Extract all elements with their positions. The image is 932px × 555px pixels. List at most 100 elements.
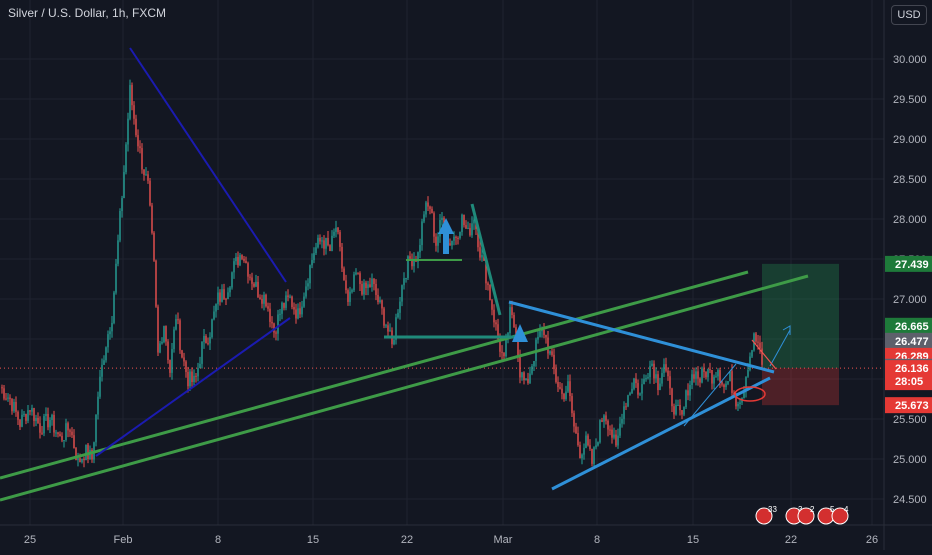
candle-body [265,294,267,307]
candle-body [745,376,747,392]
candle-body [319,237,321,242]
candle-body [709,369,711,371]
candle-body [683,407,685,415]
candle-body [325,237,327,249]
candle-body [591,448,593,464]
flag-icon[interactable] [797,507,815,525]
candle-body [375,284,377,295]
candle-body [171,349,173,373]
candle-body [333,231,335,236]
thin-projection-line [683,363,737,427]
candle-body [303,296,305,307]
candle-body [59,434,61,436]
candle-body [353,274,355,291]
x-tick-label: 8 [215,534,221,546]
candle-body [193,375,195,383]
candle-body [263,294,265,304]
candle-body [161,342,163,344]
candle-body [705,371,707,378]
candle-body [681,410,683,415]
candle-body [517,338,519,357]
candle-body [321,240,323,242]
candle-body [749,356,751,371]
candle-body [639,393,641,395]
candle-body [19,419,21,427]
candle-body [615,434,617,446]
candle-body [267,306,269,309]
candle-body [317,237,319,248]
candle-body [547,337,549,354]
candle-body [435,236,437,246]
event-badge-count: 3 [798,505,803,514]
candle-body [273,323,275,333]
x-tick-label: 8 [594,534,600,546]
candle-body [11,398,13,412]
candle-body [1,387,3,389]
candle-body [483,254,485,261]
candle-body [111,322,113,332]
candle-body [597,442,599,446]
candle-body [437,236,439,246]
y-tick-label: 30.000 [893,54,927,66]
projection-arrow-shaft [769,329,791,367]
candle-body [113,292,115,323]
y-tick-label: 28.000 [893,214,927,226]
candle-body [571,396,573,414]
candle-body [413,258,415,267]
candle-body [553,354,555,370]
candle-body [53,414,55,433]
candle-body [87,444,89,460]
candle-body [343,268,345,281]
candle-body [569,381,571,397]
event-badge[interactable]: 4 [831,505,849,525]
candle-body [495,322,497,325]
candle-body [101,364,103,377]
candle-body [693,374,695,379]
price-tag [885,317,932,334]
candle-body [541,330,543,332]
candle-body [285,295,287,308]
candle-body [643,379,645,385]
candle-body [567,381,569,392]
candle-body [659,383,661,391]
candle-body [211,319,213,338]
candle-body [469,227,471,236]
candle-body [345,280,347,291]
candle-body [407,256,409,279]
candle-body [139,146,141,149]
candle-body [689,385,691,396]
candle-body [703,368,705,372]
candle-body [17,411,19,420]
candle-body [565,391,567,399]
up-triangle-marker [512,324,528,342]
flag-icon[interactable] [755,507,773,525]
event-badge[interactable]: 33 [755,505,777,525]
candle-body [223,289,225,299]
candle-body [523,372,525,381]
candle-body [675,404,677,415]
candle-body [395,317,397,340]
candle-body [7,397,9,399]
candle-body [423,214,425,222]
candle-body [227,292,229,300]
candle-body [631,388,633,394]
y-tick-label: 25.000 [893,454,927,466]
projection-arrowhead [782,325,791,335]
flag-icon[interactable] [831,507,849,525]
wedge-lower-edge [551,376,771,491]
candle-body [3,388,5,399]
candle-body [57,432,59,435]
candle-body [599,420,601,443]
last-price-tag [885,360,932,391]
candle-body [189,371,191,387]
currency-badge[interactable]: USD [891,5,927,25]
candle-body [217,292,219,305]
event-badge[interactable]: 2 [797,505,815,525]
candle-body [473,219,475,224]
candle-body [449,243,451,246]
candle-body [289,296,291,298]
candle-body [589,445,591,449]
candle-body [119,210,121,241]
